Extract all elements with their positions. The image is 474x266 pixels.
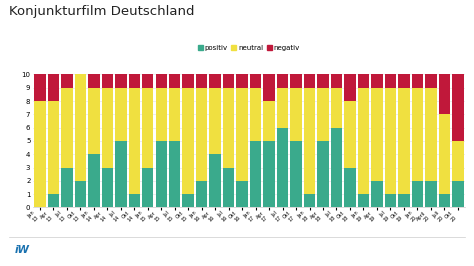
Bar bbox=[358, 88, 369, 194]
Bar bbox=[61, 74, 73, 88]
Bar bbox=[331, 128, 342, 207]
Bar bbox=[237, 181, 248, 207]
Bar bbox=[115, 141, 127, 207]
Bar bbox=[304, 74, 315, 88]
Bar bbox=[398, 74, 410, 88]
Bar bbox=[142, 74, 154, 88]
Bar bbox=[128, 74, 140, 88]
Text: iW: iW bbox=[14, 245, 29, 255]
Bar bbox=[385, 74, 396, 88]
Bar bbox=[128, 194, 140, 207]
Bar bbox=[438, 114, 450, 194]
Bar bbox=[385, 88, 396, 194]
Bar bbox=[155, 141, 167, 207]
Bar bbox=[34, 101, 46, 207]
Bar bbox=[344, 168, 356, 207]
Bar bbox=[142, 88, 154, 168]
Bar bbox=[452, 74, 464, 141]
Bar bbox=[237, 88, 248, 181]
Bar bbox=[385, 194, 396, 207]
Bar bbox=[277, 88, 288, 128]
Bar bbox=[290, 88, 302, 141]
Bar bbox=[169, 74, 181, 88]
Bar bbox=[34, 74, 46, 101]
Bar bbox=[155, 88, 167, 141]
Bar bbox=[196, 74, 208, 88]
Bar bbox=[264, 141, 275, 207]
Bar bbox=[48, 194, 59, 207]
Bar bbox=[290, 74, 302, 88]
Bar bbox=[223, 168, 234, 207]
Bar bbox=[88, 74, 100, 88]
Bar bbox=[48, 74, 59, 101]
Bar bbox=[438, 74, 450, 114]
Bar bbox=[74, 74, 86, 181]
Bar bbox=[304, 88, 315, 194]
Bar bbox=[411, 181, 423, 207]
Bar bbox=[115, 88, 127, 141]
Bar bbox=[88, 154, 100, 207]
Bar bbox=[371, 88, 383, 181]
Bar bbox=[264, 101, 275, 141]
Bar bbox=[331, 88, 342, 128]
Bar bbox=[61, 168, 73, 207]
Bar bbox=[331, 74, 342, 88]
Bar bbox=[264, 74, 275, 101]
Bar bbox=[196, 88, 208, 181]
Bar bbox=[169, 141, 181, 207]
Bar bbox=[452, 141, 464, 181]
Bar bbox=[142, 168, 154, 207]
Bar bbox=[88, 88, 100, 154]
Bar bbox=[182, 74, 194, 88]
Bar bbox=[344, 101, 356, 168]
Bar bbox=[169, 88, 181, 141]
Bar bbox=[223, 74, 234, 88]
Bar bbox=[371, 74, 383, 88]
Bar bbox=[250, 88, 261, 141]
Bar bbox=[223, 88, 234, 168]
Bar bbox=[452, 181, 464, 207]
Bar bbox=[317, 74, 328, 88]
Bar bbox=[182, 194, 194, 207]
Bar bbox=[101, 168, 113, 207]
Bar bbox=[250, 74, 261, 88]
Bar bbox=[196, 181, 208, 207]
Bar bbox=[128, 88, 140, 194]
Bar bbox=[101, 88, 113, 168]
Bar bbox=[425, 88, 437, 181]
Bar bbox=[277, 74, 288, 88]
Bar bbox=[48, 101, 59, 194]
Bar bbox=[371, 181, 383, 207]
Text: Konjunkturfilm Deutschland: Konjunkturfilm Deutschland bbox=[9, 5, 195, 18]
Bar bbox=[210, 74, 221, 88]
Bar bbox=[358, 74, 369, 88]
Bar bbox=[210, 88, 221, 154]
Bar bbox=[155, 74, 167, 88]
Bar bbox=[304, 194, 315, 207]
Bar bbox=[398, 88, 410, 194]
Bar bbox=[290, 141, 302, 207]
Bar bbox=[101, 74, 113, 88]
Bar bbox=[61, 88, 73, 168]
Bar bbox=[425, 181, 437, 207]
Bar bbox=[411, 74, 423, 88]
Bar bbox=[438, 194, 450, 207]
Bar bbox=[398, 194, 410, 207]
Bar bbox=[182, 88, 194, 194]
Bar bbox=[277, 128, 288, 207]
Bar bbox=[344, 74, 356, 101]
Legend: positiv, neutral, negativ: positiv, neutral, negativ bbox=[198, 45, 300, 51]
Bar bbox=[250, 141, 261, 207]
Bar bbox=[74, 181, 86, 207]
Bar bbox=[411, 88, 423, 181]
Bar bbox=[317, 141, 328, 207]
Bar bbox=[210, 154, 221, 207]
Bar bbox=[425, 74, 437, 88]
Bar bbox=[358, 194, 369, 207]
Bar bbox=[237, 74, 248, 88]
Bar bbox=[115, 74, 127, 88]
Bar bbox=[317, 88, 328, 141]
